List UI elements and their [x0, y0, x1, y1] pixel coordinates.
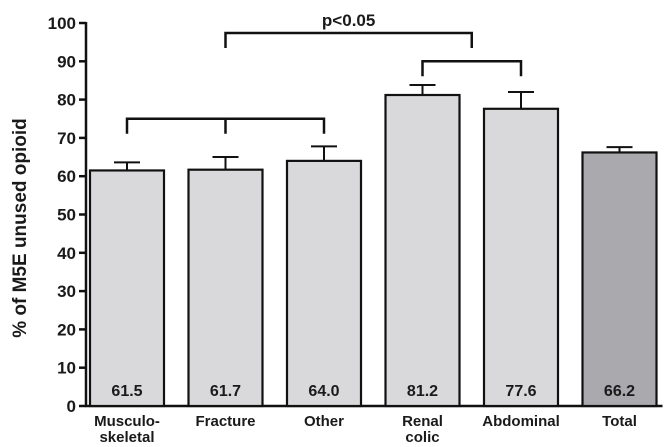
- value-label-3: 81.2: [407, 383, 438, 400]
- y-tick-label-80: 80: [57, 91, 76, 110]
- bar-4: [482, 107, 560, 408]
- value-label-1: 61.7: [210, 383, 241, 400]
- bar-5: [581, 151, 658, 408]
- bracket-0: [125, 117, 326, 134]
- y-axis-title: % of M5E unused opioid: [10, 118, 31, 338]
- value-label-4: 77.6: [505, 383, 536, 400]
- value-label-5: 66.2: [604, 383, 635, 400]
- category-label-4: Abdominal: [482, 413, 560, 430]
- y-tick-label-70: 70: [57, 129, 76, 148]
- category-label-3: Renal colic: [402, 413, 443, 446]
- significance-label: p<0.05: [322, 11, 375, 30]
- category-label-0: Musculo-skeletal: [94, 413, 160, 446]
- bracket-1: [421, 60, 523, 77]
- bar-2: [285, 159, 363, 408]
- y-tick-label-60: 60: [57, 167, 76, 186]
- bar-3: [384, 93, 461, 408]
- y-tick-label-100: 100: [48, 14, 76, 33]
- y-tick-label-0: 0: [67, 397, 76, 416]
- y-tick-label-50: 50: [57, 206, 76, 225]
- y-tick-label-20: 20: [57, 320, 76, 339]
- y-tick-label-90: 90: [57, 52, 76, 71]
- y-axis: 0 10 20 30 40 50 60 70 80 90 100: [48, 14, 663, 416]
- bar-0: [88, 169, 166, 408]
- value-label-0: 61.5: [111, 383, 142, 400]
- bars: 61.5 61.7 64.0 81.2 77.6 66.2: [88, 84, 658, 408]
- significance-brackets: p<0.05: [125, 11, 523, 134]
- category-label-1: Fracture: [195, 413, 255, 430]
- y-tick-label-10: 10: [57, 359, 76, 378]
- bar-1: [187, 168, 264, 408]
- value-label-2: 64.0: [308, 383, 339, 400]
- y-tick-label-30: 30: [57, 282, 76, 301]
- category-label-2: Other: [304, 413, 344, 430]
- bracket-2: p<0.05: [224, 11, 473, 48]
- y-tick-label-40: 40: [57, 244, 76, 263]
- x-axis-labels: Musculo-skeletal Fracture Other Renal colic A…: [94, 413, 637, 446]
- category-label-5: Total: [602, 413, 637, 430]
